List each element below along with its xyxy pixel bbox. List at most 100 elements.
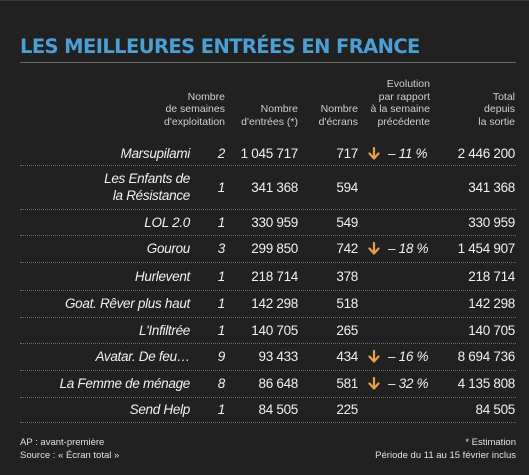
header-line: Nombre [320,103,358,115]
total-entries: 84 505 [475,402,516,417]
film-title: Marsupilami [20,141,191,165]
header-total: Total depuis la sortie [445,78,515,128]
page-title: LES MEILLEURES ENTRÉES EN FRANCE [20,35,420,58]
film-title-line: la Résistance [112,188,190,203]
film-title-line: Send Help [129,402,191,417]
screens-count: 742 [336,241,358,256]
screens-count: 594 [336,179,358,195]
down-arrow-icon [368,242,380,255]
screens-count: 717 [336,145,358,161]
evolution [368,397,440,422]
evolution [368,209,440,235]
footer-notes: AP : avant-première Source : « Écran tota… [20,437,119,462]
film-title-line: Gourou [146,241,191,256]
film-title-line: Les Enfants de [104,171,190,186]
entries-count: 218 714 [251,268,298,284]
top-rule [0,0,529,1]
screens-count: 265 [336,322,358,338]
film-title-line: Goat. Rêver plus haut [64,296,190,311]
footer-line: Source : « Écran total » [20,449,120,461]
entries-count: 1 045 717 [240,145,299,161]
down-arrow-icon [368,350,380,363]
header-line: depuis [484,103,515,115]
header-line: Nombre [260,103,298,115]
footer-line: AP : avant-première [20,437,105,448]
film-title-line: L'Infiltrée [138,322,190,338]
header-evolution: Evolution par rapport à la semaine précéden… [365,78,430,128]
header-line: à la semaine [370,103,430,115]
total-entries: 330 959 [468,214,515,230]
header-line: Total [492,90,515,103]
evolution: – 16 % [368,343,440,370]
screens-count: 581 [336,376,358,391]
footer-line: * Estimation [465,437,516,448]
film-title-line: La Femme de ménage [59,376,191,391]
weeks-count: 1 [217,214,226,230]
footer-line: Période du 11 au 15 février inclus [375,449,516,461]
entries-count: 86 648 [258,376,299,391]
film-title: Les Enfants de la Résistance [20,165,190,209]
table-row: Les Enfants de la Résistance 1 341 368 594 34… [20,165,516,210]
header-line: Nombre [187,90,225,103]
entries-count: 330 959 [251,214,298,230]
film-title: Goat. Rêver plus haut [20,290,190,317]
footer-period: * Estimation Période du 11 au 15 février … [375,437,516,462]
header-entries: Nombre d'entrées (*) [230,78,298,128]
down-arrow-icon [368,146,380,160]
down-arrow-icon [368,350,380,363]
header-line: de semaines [165,103,225,115]
total-entries: 341 368 [468,179,515,195]
screens-count: 225 [336,402,358,417]
weeks-count: 8 [217,376,226,391]
film-title-line: Hurlevent [134,268,190,284]
evolution [368,317,440,343]
film-title-line: Marsupilami [120,145,191,161]
header-weeks: Nombre de semaines d'exploitation [160,78,225,128]
film-title-line: LOL 2.0 [144,214,190,230]
header-line: d'entrées (*) [241,115,298,128]
evolution-value: – 11 % [388,145,428,161]
film-title: La Femme de ménage [20,370,191,397]
screens-count: 434 [336,349,358,364]
film-title: L'Infiltrée [20,317,190,343]
evolution [368,165,440,209]
entries-count: 142 298 [251,296,298,311]
film-title: LOL 2.0 [20,209,190,235]
total-entries: 8 694 736 [457,349,516,364]
total-entries: 4 135 808 [457,376,516,391]
film-title: Gourou [20,235,191,262]
evolution-value: – 16 % [388,349,429,364]
total-entries: 140 705 [468,322,515,338]
weeks-count: 3 [217,241,226,256]
screens-count: 518 [336,296,358,311]
evolution [368,290,440,317]
header-line: d'écrans [318,115,358,128]
table-row: Hurlevent 1 218 714 378 218 714 [20,262,516,291]
entries-count: 341 368 [251,179,298,195]
weeks-count: 9 [217,349,226,364]
evolution-value: – 18 % [388,241,429,256]
total-entries: 2 446 200 [457,145,516,161]
weeks-count: 1 [217,402,226,417]
entries-count: 93 433 [258,349,299,364]
evolution: – 32 % [368,370,440,397]
film-title: Hurlevent [20,262,190,290]
entries-count: 84 505 [258,402,299,417]
film-title: Send Help [20,397,191,422]
table-row: LOL 2.0 1 330 959 549 330 959 [20,209,516,236]
header-screens: Nombre d'écrans [310,78,358,128]
table-row: L'Infiltrée 1 140 705 265 140 705 [20,317,516,344]
total-entries: 218 714 [468,268,515,284]
weeks-count: 1 [217,322,226,338]
title-rule [20,62,516,63]
header-line: précédente [377,115,430,128]
evolution: – 11 % [368,141,440,165]
header-line: Evolution [386,78,430,90]
table-row: La Femme de ménage 8 86 648 581 4 135 808 – 3… [20,370,516,398]
table-row: Send Help 1 84 505 225 84 505 [20,397,516,423]
entries-count: 299 850 [251,241,298,256]
evolution: – 18 % [368,235,440,262]
table-row: Avatar. De feu… 9 93 433 434 8 694 736 – 16 % [20,343,516,371]
down-arrow-icon [368,146,380,160]
evolution [368,262,440,290]
